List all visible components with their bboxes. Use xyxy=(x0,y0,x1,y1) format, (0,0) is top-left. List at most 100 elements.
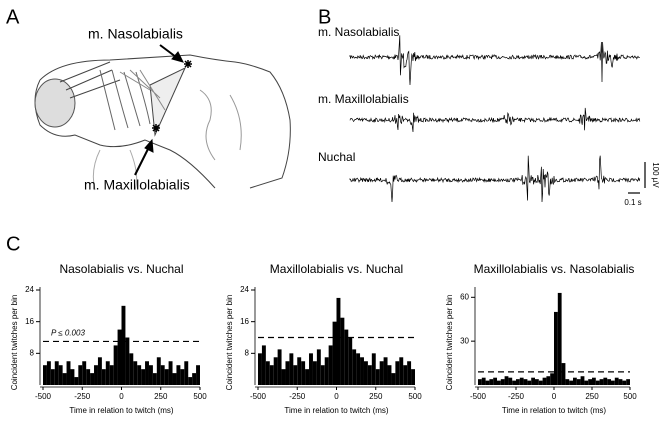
bar xyxy=(348,337,353,385)
y-tick-label: 24 xyxy=(25,285,34,294)
bar xyxy=(481,377,486,385)
bar xyxy=(105,361,110,385)
x-tick-label: 250 xyxy=(154,392,168,401)
bar xyxy=(129,353,134,385)
bar xyxy=(269,365,274,385)
bar xyxy=(599,379,604,385)
x-axis-label: Time in relation to twitch (ms) xyxy=(502,406,607,415)
x-tick-label: 250 xyxy=(585,392,599,401)
bar xyxy=(588,379,592,385)
bar xyxy=(328,345,333,385)
scale-label: 100 µV xyxy=(651,162,660,188)
bar xyxy=(395,361,400,385)
threshold-label: P ≤ 0.003 xyxy=(51,329,85,338)
bar xyxy=(176,365,181,385)
bar xyxy=(121,305,126,385)
x-tick-label: -250 xyxy=(289,392,306,401)
bar xyxy=(336,297,341,385)
bar xyxy=(618,379,623,385)
bar xyxy=(550,373,554,385)
bar xyxy=(375,369,380,385)
y-tick-label: 60 xyxy=(460,292,469,301)
bar xyxy=(576,379,581,385)
bar xyxy=(344,329,349,385)
bar xyxy=(74,377,79,385)
x-tick-label: -500 xyxy=(470,392,487,401)
bar xyxy=(324,357,329,385)
x-tick-label: 0 xyxy=(334,392,339,401)
bar xyxy=(371,353,376,385)
bar xyxy=(125,337,130,385)
bar xyxy=(607,379,611,385)
bar xyxy=(523,379,528,385)
bar xyxy=(289,353,294,385)
bar xyxy=(168,361,173,385)
bar xyxy=(54,361,59,385)
x-tick-label: 250 xyxy=(369,392,383,401)
y-tick-label: 8 xyxy=(30,348,35,357)
bar xyxy=(387,365,392,385)
chart-title: Maxillolabialis vs. Nuchal xyxy=(270,262,403,276)
bar xyxy=(184,361,189,385)
bar xyxy=(172,373,177,385)
muscle-label: m. Maxillolabialis xyxy=(84,177,190,193)
bar xyxy=(309,353,313,385)
bar xyxy=(489,379,494,385)
bar xyxy=(538,380,543,385)
bar xyxy=(277,349,282,385)
bar xyxy=(497,380,501,385)
bar xyxy=(320,365,325,385)
bar xyxy=(391,373,396,385)
scale-label: 0.1 s xyxy=(624,198,641,207)
bar xyxy=(164,369,169,385)
bar xyxy=(557,292,562,385)
trace-label: Nuchal xyxy=(318,150,355,164)
bar xyxy=(340,317,345,385)
bar xyxy=(261,345,266,385)
bar xyxy=(312,361,317,385)
bar xyxy=(281,369,286,385)
x-tick-label: -250 xyxy=(508,392,525,401)
bar xyxy=(561,363,566,385)
trace-label: m. Nasolabialis xyxy=(318,25,399,39)
bar xyxy=(554,311,558,385)
bar xyxy=(595,380,600,385)
bar xyxy=(573,377,577,385)
bar xyxy=(569,380,573,385)
y-axis-label: Coincident twitches per bin xyxy=(445,295,454,391)
bar xyxy=(70,369,75,385)
bar xyxy=(43,365,47,385)
bar xyxy=(584,380,589,385)
x-tick-label: -500 xyxy=(35,392,52,401)
emg-traces xyxy=(349,35,641,203)
bar xyxy=(82,361,87,385)
bar xyxy=(535,379,539,385)
bar xyxy=(90,373,95,385)
bar xyxy=(407,361,412,385)
bar xyxy=(531,377,535,385)
trace xyxy=(349,35,640,86)
bar xyxy=(611,380,615,385)
bar xyxy=(145,361,149,385)
bar xyxy=(97,357,102,385)
bar xyxy=(542,377,547,385)
y-tick-label: 8 xyxy=(245,348,250,357)
histograms: Nasolabialis vs. Nuchal Time in relation … xyxy=(10,262,637,415)
bar xyxy=(565,379,570,385)
bar xyxy=(94,365,98,385)
bar xyxy=(192,373,197,385)
trace xyxy=(349,107,641,133)
bar xyxy=(62,373,67,385)
bar xyxy=(614,377,619,385)
bar xyxy=(367,365,372,385)
bar xyxy=(603,377,608,385)
bar xyxy=(379,361,384,385)
x-axis-label: Time in relation to twitch (ms) xyxy=(69,406,174,415)
bar xyxy=(86,369,91,385)
panel-letter: C xyxy=(6,233,20,255)
muscle-label: m. Nasolabialis xyxy=(88,26,183,42)
bar xyxy=(356,353,361,385)
bar xyxy=(478,379,482,385)
bar xyxy=(265,361,270,385)
